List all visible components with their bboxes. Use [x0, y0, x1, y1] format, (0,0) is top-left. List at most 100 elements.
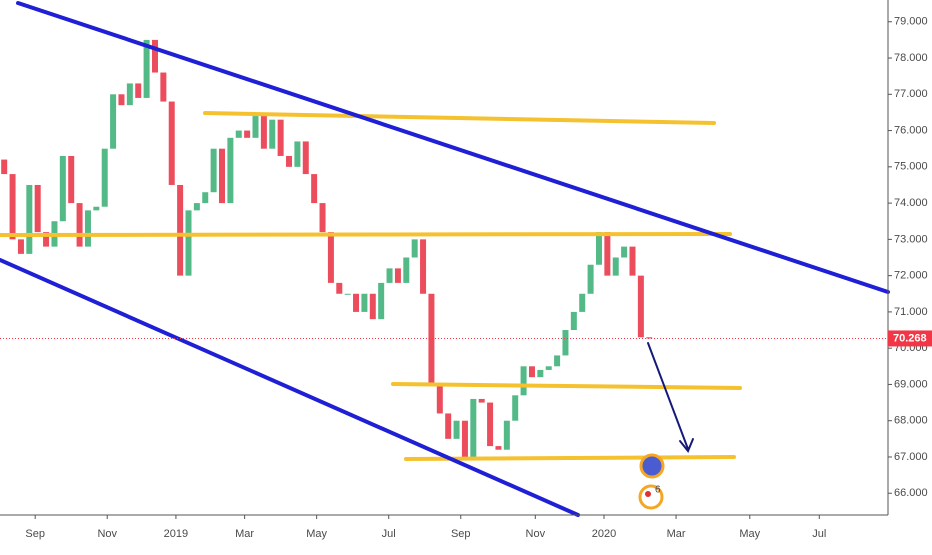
candle-body: [587, 264, 594, 294]
candle-body: [554, 355, 561, 367]
candle-body: [84, 210, 91, 247]
candle-body: [93, 206, 100, 211]
event-icon: [639, 453, 665, 479]
y-tick-label: 74.000: [894, 197, 928, 209]
candles: [1, 39, 653, 457]
candle-body: [562, 330, 569, 356]
candle-body: [235, 130, 242, 138]
x-tick-label: May: [306, 528, 327, 540]
y-tick-label: 76.000: [894, 124, 928, 136]
candle-body: [43, 232, 50, 247]
candle-body: [17, 239, 24, 254]
candle-body: [311, 174, 318, 204]
x-tick-label: Jul: [382, 528, 396, 540]
candle-body: [336, 282, 343, 294]
y-tick-label: 78.000: [894, 52, 928, 64]
arrow-head: [679, 438, 694, 453]
candle-body: [503, 420, 510, 450]
candle-body: [101, 148, 108, 207]
candle-body: [34, 184, 41, 233]
candle-body: [269, 119, 276, 149]
y-tick-label: 72.000: [894, 270, 928, 282]
candle-body: [244, 130, 251, 138]
candle-body: [637, 275, 644, 338]
candle-body: [26, 184, 33, 254]
candle-body: [478, 398, 485, 403]
y-tick-label: 67.000: [894, 451, 928, 463]
candle-body: [386, 268, 393, 283]
candle-body: [210, 148, 217, 193]
candle-body: [327, 232, 334, 283]
candle-body: [453, 420, 460, 439]
event-badge: 6: [655, 485, 661, 496]
candle-body: [294, 141, 301, 167]
y-tick-label: 73.000: [894, 233, 928, 245]
x-tick-label: Nov: [97, 528, 117, 540]
last-price-box: [888, 330, 932, 347]
candle-body: [126, 83, 133, 106]
y-tick-label: 69.000: [894, 378, 928, 390]
trend-line: [203, 111, 716, 125]
candle-body: [378, 282, 385, 320]
candle-body: [495, 446, 502, 450]
candle-body: [76, 203, 83, 247]
trend-line: [391, 382, 742, 390]
candle-body: [369, 293, 376, 320]
candle-body: [537, 369, 544, 378]
y-tick-label: 68.000: [894, 415, 928, 427]
candle-body: [361, 293, 368, 312]
candle-body: [595, 232, 602, 265]
candle-body: [110, 94, 117, 149]
x-tick-label: 2020: [592, 528, 616, 540]
candle-body: [185, 210, 192, 276]
candle-body: [168, 101, 175, 185]
candle-body: [520, 366, 527, 396]
y-tick-label: 71.000: [894, 306, 928, 318]
last-price-label: 70.268: [893, 332, 927, 344]
x-tick-label: May: [739, 528, 760, 540]
candle-body: [487, 402, 494, 447]
candle-body: [227, 137, 234, 204]
candle-body: [143, 39, 150, 98]
candle-body: [579, 293, 586, 312]
y-tick-label: 66.000: [894, 487, 928, 499]
candle-body: [260, 116, 267, 149]
y-tick-label: 77.000: [894, 88, 928, 100]
candle-body: [428, 293, 435, 385]
x-tick-label: Jul: [812, 528, 826, 540]
candle-body: [528, 366, 535, 378]
candle-body: [277, 119, 284, 156]
candle-body: [604, 232, 611, 276]
candle-body: [445, 413, 452, 439]
x-tick-label: 2019: [164, 528, 188, 540]
trend-line: [404, 455, 736, 461]
arrow-line: [647, 342, 689, 450]
x-tick-label: Mar: [667, 528, 686, 540]
x-tick-label: Sep: [25, 528, 45, 540]
candle-body: [470, 398, 477, 457]
candle-body: [302, 141, 309, 175]
y-tick-label: 79.000: [894, 16, 928, 28]
candle-body: [193, 203, 200, 211]
candle-body: [353, 293, 360, 312]
candle-body: [394, 268, 401, 283]
candle-body: [411, 239, 418, 258]
candle-body: [570, 311, 577, 331]
channel-line: [16, 1, 890, 294]
candle-body: [118, 94, 125, 106]
candle-body: [286, 155, 293, 167]
channel-line: [0, 258, 580, 517]
drawings: [0, 1, 890, 517]
candle-body: [68, 155, 75, 204]
x-tick-label: Sep: [451, 528, 471, 540]
candle-body: [621, 246, 628, 258]
y-tick-label: 75.000: [894, 161, 928, 173]
candle-body: [59, 155, 66, 222]
candle-body: [135, 83, 142, 98]
candle-body: [629, 246, 636, 276]
candle-body: [461, 420, 468, 457]
candle-body: [512, 395, 519, 421]
candle-body: [9, 174, 16, 240]
candle-body: [160, 72, 167, 102]
